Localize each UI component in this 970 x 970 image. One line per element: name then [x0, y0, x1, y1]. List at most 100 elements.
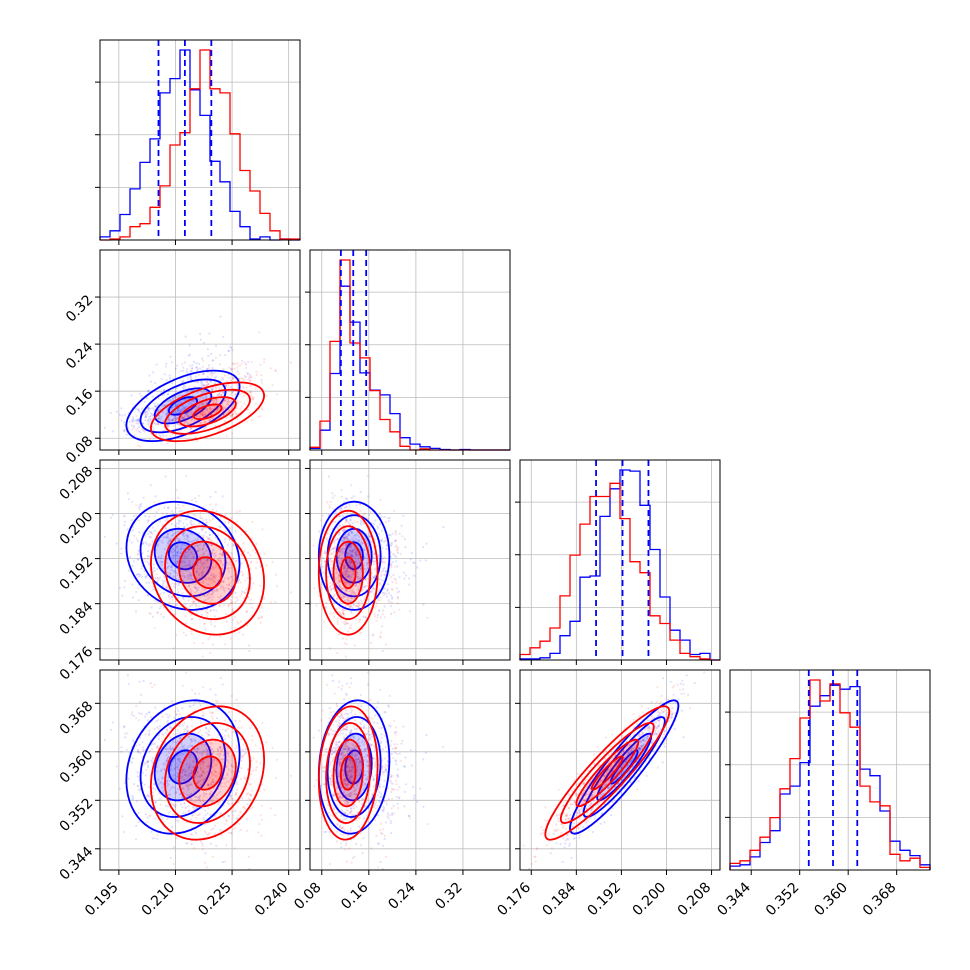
scatter-point	[146, 419, 150, 423]
scatter-point	[359, 548, 362, 552]
scatter-point	[224, 737, 227, 741]
scatter-point	[205, 384, 208, 387]
scatter-point	[211, 643, 214, 646]
scatter-point	[232, 544, 235, 547]
scatter-point	[175, 506, 178, 510]
scatter-point	[189, 374, 192, 377]
scatter-point	[208, 761, 211, 764]
scatter-point	[187, 745, 190, 748]
scatter-point	[348, 605, 351, 608]
scatter-point	[198, 522, 201, 525]
scatter-point	[168, 726, 171, 730]
scatter-point	[329, 557, 332, 560]
scatter-point	[345, 638, 348, 641]
scatter-point	[162, 434, 165, 438]
scatter-point	[188, 809, 191, 812]
scatter-point	[129, 420, 132, 423]
scatter-point	[126, 674, 129, 677]
scatter-point	[178, 725, 181, 728]
scatter-point	[202, 567, 205, 570]
scatter-point	[155, 746, 158, 750]
scatter-point	[156, 611, 159, 614]
scatter-point	[163, 535, 166, 539]
scatter-point	[222, 580, 225, 583]
scatter-point	[251, 769, 254, 772]
scatter-point	[240, 726, 243, 729]
scatter-point	[167, 783, 171, 786]
scatter-point	[180, 770, 183, 773]
scatter-point	[328, 504, 331, 507]
scatter-point	[234, 793, 237, 796]
scatter-point	[367, 495, 370, 498]
scatter-point	[381, 538, 384, 541]
scatter-point	[163, 388, 166, 392]
scatter-point	[333, 594, 336, 597]
scatter-point	[204, 747, 207, 750]
scatter-point	[166, 423, 169, 427]
scatter-point	[196, 570, 199, 573]
scatter-point	[259, 814, 262, 817]
scatter-point	[250, 560, 253, 564]
scatter-point	[154, 405, 157, 408]
scatter-point	[157, 423, 160, 426]
scatter-point	[344, 565, 347, 568]
scatter-point	[178, 400, 181, 403]
scatter-point	[178, 754, 182, 757]
scatter-point	[152, 588, 155, 591]
scatter-point	[130, 424, 133, 427]
scatter-point	[166, 779, 169, 782]
scatter-point	[137, 558, 140, 561]
scatter-point	[200, 774, 203, 777]
scatter-point	[192, 602, 195, 605]
scatter-point	[352, 537, 355, 540]
scatter-point	[205, 390, 208, 393]
scatter-point	[207, 596, 210, 600]
scatter-point	[206, 594, 209, 597]
scatter-point	[242, 743, 245, 746]
scatter-point	[372, 587, 376, 591]
scatter-point	[224, 354, 227, 357]
scatter-point	[167, 776, 170, 779]
scatter-point	[345, 581, 348, 584]
scatter-point	[188, 744, 192, 747]
scatter-point	[150, 413, 153, 416]
scatter-point	[157, 403, 160, 406]
scatter-point	[154, 801, 157, 804]
scatter-point	[178, 746, 181, 750]
scatter-point	[188, 783, 191, 787]
scatter-point	[140, 712, 143, 715]
scatter-point	[343, 565, 346, 569]
scatter-point	[201, 357, 204, 360]
scatter-point	[357, 606, 361, 609]
scatter-point	[176, 788, 179, 791]
scatter-point	[260, 616, 263, 619]
scatter-point	[258, 331, 261, 334]
scatter-point	[194, 599, 197, 602]
scatter-point	[203, 341, 206, 344]
scatter-point	[189, 833, 192, 836]
scatter-point	[215, 386, 218, 389]
scatter-point	[159, 592, 162, 595]
scatter-point	[328, 586, 331, 589]
scatter-point	[210, 352, 213, 356]
scatter-point	[170, 565, 173, 569]
scatter-point	[206, 558, 209, 561]
scatter-point	[147, 544, 151, 547]
scatter-point	[200, 413, 203, 416]
scatter-point	[148, 612, 151, 615]
scatter-point	[236, 568, 239, 571]
scatter-point	[197, 373, 200, 376]
scatter-point	[169, 735, 173, 739]
contour-line	[164, 525, 251, 621]
scatter-point	[178, 506, 181, 510]
scatter-point	[243, 807, 247, 810]
scatter-point	[247, 768, 250, 771]
scatter-point	[219, 379, 222, 382]
scatter-point	[162, 582, 165, 585]
scatter-point	[193, 701, 196, 704]
scatter-point	[213, 382, 216, 385]
scatter-point	[159, 803, 162, 806]
scatter-point	[211, 578, 214, 581]
scatter-point	[138, 712, 141, 715]
contour-fill	[193, 756, 222, 790]
